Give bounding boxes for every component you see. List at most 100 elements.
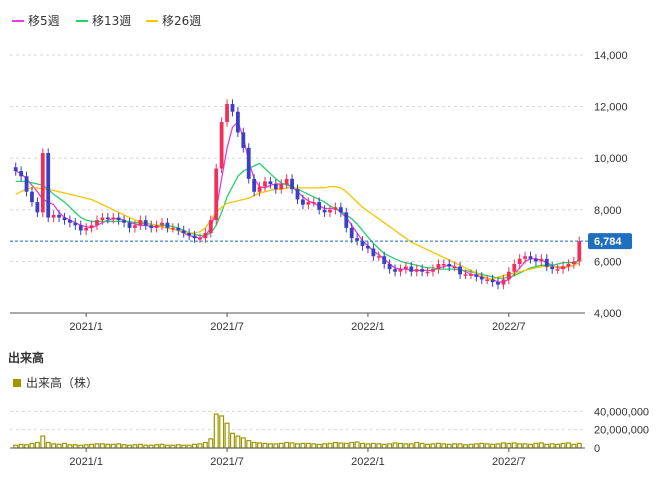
volume-bar (403, 443, 409, 449)
volume-bar (235, 435, 241, 449)
candle-down (349, 227, 354, 239)
candle-up (512, 263, 517, 272)
volume-bar (192, 443, 198, 449)
volume-bar (576, 442, 582, 449)
current-price-marker: 6,784 (10, 233, 632, 250)
volume-bar (316, 443, 322, 449)
candle-up (51, 214, 56, 218)
candle-up (170, 227, 175, 230)
volume-bar (56, 443, 62, 449)
candle-up (263, 181, 267, 187)
volume-bar (387, 443, 393, 449)
ma26-legend-label[interactable]: 移26週 (162, 14, 201, 28)
volume-x-tick-label: 2022/1 (351, 456, 385, 468)
candle-up (436, 263, 441, 270)
volume-bar (349, 441, 355, 449)
candle-up (517, 258, 522, 264)
volume-bar (408, 443, 414, 449)
volume-bar (381, 443, 387, 449)
candle-up (279, 184, 284, 190)
price-y-axis: 4,000 6,000 8,000 10,000 12,000 14,000 (594, 50, 628, 320)
price-y-tick-label: 14,000 (594, 50, 628, 62)
candle-up (441, 263, 446, 266)
volume-bar (267, 443, 273, 449)
candle-down (382, 256, 387, 264)
candle-down (192, 235, 197, 239)
volume-bar (360, 442, 366, 449)
volume-x-tick-label: 2022/7 (492, 456, 526, 468)
candle-up (219, 122, 224, 169)
volume-bar (343, 442, 349, 449)
volume-x-axis: 2021/1 2021/7 2022/1 2022/7 (69, 448, 526, 468)
candle-up (539, 258, 544, 262)
price-y-tick-label: 6,000 (594, 256, 622, 268)
candle-down (246, 147, 251, 179)
candle-down (355, 238, 360, 241)
ma5-legend-label[interactable]: 移5週 (28, 14, 60, 28)
candle-down (241, 132, 246, 148)
volume-bar (240, 437, 246, 449)
volume-bar (538, 442, 544, 449)
volume-gridlines (10, 410, 585, 431)
volume-legend-label[interactable]: 出来高（株） (26, 375, 98, 390)
candle-up (89, 225, 94, 228)
volume-bar (332, 441, 338, 449)
volume-y-tick-label: 20,000,000 (594, 425, 649, 437)
volume-bar (213, 413, 219, 449)
candle-up (577, 241, 582, 262)
volume-bar (202, 441, 208, 449)
volume-bar (257, 442, 263, 449)
ma13-legend-label[interactable]: 移13週 (92, 14, 131, 28)
volume-bar (560, 442, 566, 449)
candle-up (225, 104, 229, 123)
candle-down (127, 222, 132, 228)
candle-down (490, 279, 495, 283)
volume-bar (425, 443, 431, 449)
candle-down (458, 266, 462, 275)
volume-bar (251, 441, 257, 449)
volume-bar (105, 443, 111, 449)
volume-bar (29, 442, 35, 449)
volume-bar (457, 443, 463, 449)
volume-x-tick-label: 2021/7 (210, 456, 244, 468)
chart-legend: 移5週 移13週 移26週 (12, 14, 201, 28)
candle-down (479, 276, 484, 280)
candle-down (30, 191, 34, 203)
candle-down (78, 225, 83, 231)
volume-legend-swatch (13, 379, 21, 387)
volume-bar (18, 443, 24, 449)
volume-bar (435, 442, 441, 449)
price-x-tick-label: 2021/7 (210, 321, 244, 333)
candle-down (534, 258, 538, 262)
candle-down (409, 266, 414, 272)
current-price-label: 6,784 (594, 236, 622, 248)
candle-up (203, 233, 208, 239)
candle-up (257, 186, 262, 192)
candle-down (19, 171, 24, 177)
candle-down (550, 266, 555, 270)
candle-up (485, 279, 490, 281)
volume-bar (479, 442, 485, 449)
price-x-tick-label: 2022/7 (492, 321, 526, 333)
volume-bar (137, 443, 143, 449)
candle-down (393, 269, 397, 272)
candle-down (24, 176, 29, 192)
volume-bar (110, 443, 116, 449)
candle-down (252, 178, 257, 192)
candle-up (95, 220, 99, 226)
candle-down (447, 263, 452, 267)
volume-bar (116, 443, 122, 449)
volume-bar (484, 443, 490, 449)
price-y-tick-label: 10,000 (594, 153, 628, 165)
candle-down (68, 220, 72, 223)
candle-up (431, 269, 435, 272)
candle-down (122, 220, 126, 223)
volume-bar (94, 443, 100, 449)
volume-y-tick-label: 0 (594, 443, 600, 455)
candle-up (198, 238, 202, 240)
volume-bar (61, 442, 67, 449)
volume-bar (376, 443, 382, 449)
candle-up (333, 207, 338, 210)
volume-bar (468, 443, 474, 449)
candle-down (165, 222, 170, 228)
